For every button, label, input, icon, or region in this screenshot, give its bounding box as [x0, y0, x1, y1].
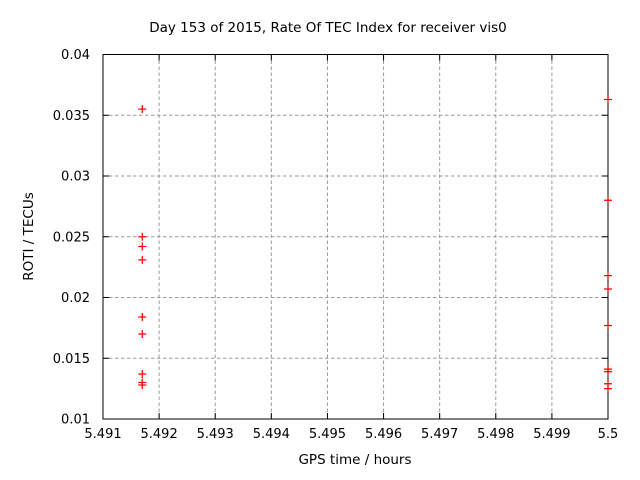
x-tick-label: 5.499 [533, 427, 570, 442]
chart-title: Day 153 of 2015, Rate Of TEC Index for r… [149, 20, 507, 36]
plot-area: 5.491 5.492 5.493 5.494 5.495 5.496 5.497 5.498… [53, 48, 619, 442]
data-point-marker [604, 384, 612, 393]
data-point-marker [604, 321, 612, 330]
y-tick-label: 0.01 [61, 413, 90, 428]
data-point-marker [604, 284, 612, 293]
x-tick-label: 5.493 [197, 427, 234, 442]
x-tick-label: 5.497 [421, 427, 458, 442]
data-point-marker [138, 232, 147, 241]
data-point-marker [138, 370, 147, 379]
y-tick-label: 0.04 [61, 48, 90, 63]
data-point-marker [138, 105, 147, 114]
data-point-marker [604, 271, 612, 280]
y-axis-label: ROTI / TECUs [21, 192, 37, 280]
x-tick-label: 5.494 [253, 427, 290, 442]
x-axis-label: GPS time / hours [298, 452, 411, 468]
data-point-marker [604, 367, 612, 376]
y-tick-label: 0.035 [53, 109, 90, 124]
data-point-marker [138, 255, 147, 264]
data-point-marker [138, 312, 147, 321]
y-tick-label: 0.015 [53, 352, 90, 367]
plot-border [102, 54, 609, 420]
data-point-marker [138, 242, 147, 251]
x-tick-label: 5.496 [365, 427, 402, 442]
data-point-marker [138, 329, 147, 338]
x-tick-label: 5.5 [598, 427, 619, 442]
x-tick-label: 5.498 [477, 427, 514, 442]
y-tick-label: 0.02 [61, 291, 90, 306]
y-tick-label: 0.025 [53, 230, 90, 245]
x-tick-label: 5.491 [84, 427, 121, 442]
x-tick-label: 5.492 [141, 427, 178, 442]
data-point-marker [604, 95, 612, 104]
data-point-marker [138, 380, 147, 389]
y-tick-label: 0.03 [61, 170, 90, 185]
data-point-marker [604, 196, 612, 205]
x-tick-label: 5.495 [309, 427, 346, 442]
